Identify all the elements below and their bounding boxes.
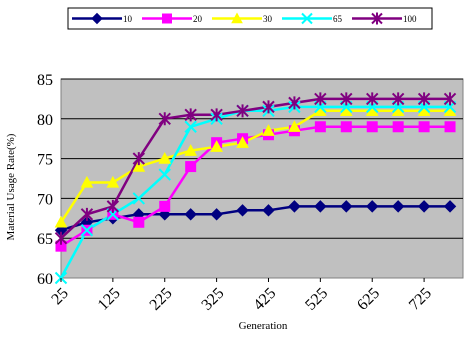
series-line-10 [60, 205, 450, 232]
data-point [132, 192, 146, 205]
data-point [185, 161, 197, 173]
data-point [340, 200, 353, 213]
data-point [80, 224, 94, 237]
data-point [444, 121, 456, 133]
y-tick-label: 75 [37, 152, 53, 169]
data-point [210, 140, 223, 152]
x-axis-title: Generation [239, 320, 288, 332]
data-point [132, 160, 146, 172]
data-point [184, 208, 197, 221]
gridlines [61, 78, 463, 239]
data-point [443, 200, 457, 213]
y-tick-label: 80 [37, 112, 53, 129]
legend-label: 10 [123, 14, 133, 24]
data-point [392, 121, 404, 133]
data-point [314, 92, 327, 106]
legend: 10 20 30 65 100 [67, 7, 433, 30]
y-tick-label: 65 [37, 231, 53, 248]
data-point [106, 199, 120, 213]
data-point [288, 120, 301, 132]
x-tick-label: 225 [147, 285, 176, 314]
legend-label: 20 [193, 14, 203, 24]
data-point [236, 104, 249, 118]
y-axis-ticks: 60 65 70 75 80 85 [37, 72, 53, 288]
data-point [314, 200, 327, 213]
data-point [210, 108, 223, 122]
legend-label: 30 [263, 14, 273, 24]
y-tick-label: 85 [37, 72, 53, 89]
data-point [133, 216, 145, 228]
x-tick-label: 725 [406, 285, 435, 314]
data-point [262, 124, 275, 136]
data-point [288, 96, 301, 110]
x-tick-label: 525 [302, 285, 331, 314]
data-point [417, 200, 431, 213]
series-line-65 [59, 105, 450, 279]
data-point [391, 92, 405, 106]
data-point [340, 92, 353, 106]
data-point [54, 231, 68, 245]
series-line-100 [60, 97, 450, 240]
data-point [106, 175, 120, 188]
data-point [366, 200, 379, 213]
legend-label: 100 [403, 14, 417, 24]
data-point [80, 175, 94, 188]
data-point [236, 136, 249, 148]
series-line-30 [59, 109, 450, 223]
x-tick-label: 425 [250, 285, 279, 314]
data-point [236, 204, 249, 217]
data-point [371, 12, 383, 25]
data-point [184, 144, 198, 156]
x-tick-label: 325 [198, 285, 227, 314]
legend-label: 65 [333, 14, 343, 24]
data-point [262, 100, 275, 114]
series-lines [59, 97, 450, 279]
data-point [231, 12, 243, 24]
x-tick-label: 125 [95, 285, 124, 314]
x-tick-label: 625 [354, 285, 383, 314]
data-point [159, 200, 171, 212]
data-point [366, 92, 379, 106]
data-point [158, 168, 171, 181]
data-point [301, 12, 313, 25]
data-point [366, 121, 378, 133]
data-point [132, 152, 146, 166]
data-point [162, 13, 172, 24]
data-point [54, 215, 68, 228]
data-point [262, 204, 275, 217]
y-tick-label: 70 [37, 191, 53, 208]
data-point [184, 120, 197, 133]
data-point [314, 121, 326, 133]
x-tick-label: 25 [48, 285, 71, 308]
data-point [340, 121, 352, 133]
data-point [288, 200, 301, 213]
data-point [55, 240, 67, 252]
x-axis-ticks: 25 125 225 325 425 525 625 725 [48, 278, 435, 314]
data-point [391, 200, 405, 213]
markers [54, 92, 457, 285]
data-point [158, 152, 172, 164]
data-point [184, 108, 197, 122]
data-point [210, 208, 223, 221]
data-point [158, 112, 171, 126]
data-point [80, 207, 94, 221]
y-tick-label: 60 [37, 271, 53, 288]
data-point [91, 12, 103, 25]
data-point [417, 92, 431, 106]
data-point [443, 92, 457, 106]
y-axis-title: Material Usage Rate(%) [5, 133, 17, 240]
data-point [418, 121, 430, 133]
